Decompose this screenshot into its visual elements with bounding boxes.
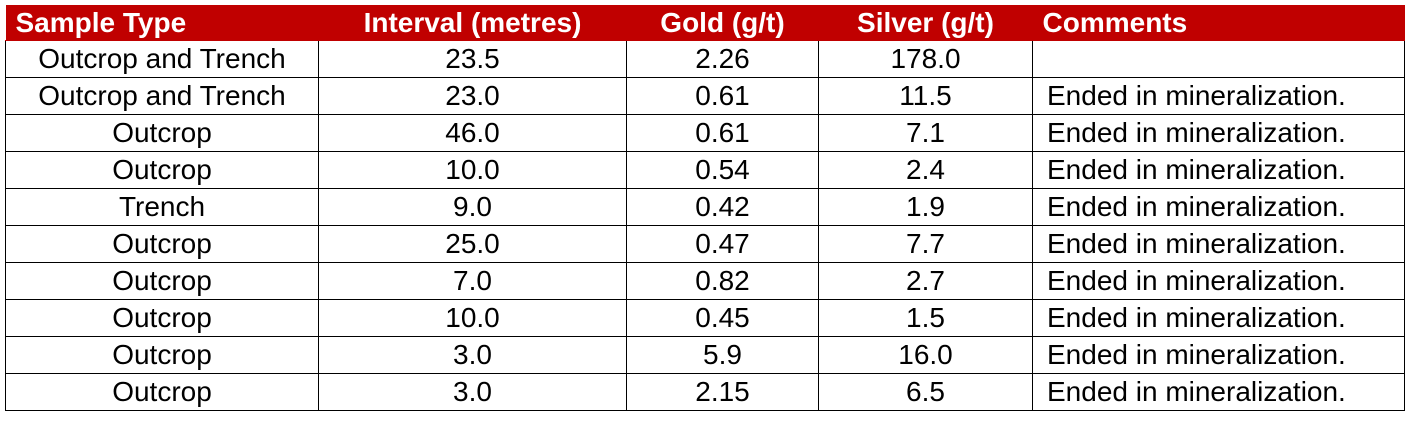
table-row: Outcrop 3.0 2.15 6.5 Ended in mineraliza… [5, 373, 1405, 411]
table-row: Outcrop and Trench 23.0 0.61 11.5 Ended … [5, 77, 1405, 115]
cell-gold: 0.61 [626, 114, 819, 152]
cell-interval: 23.5 [318, 40, 627, 78]
table-row: Outcrop 10.0 0.45 1.5 Ended in mineraliz… [5, 299, 1405, 337]
cell-sample-type: Outcrop [5, 299, 319, 337]
cell-comments: Ended in mineralization. [1032, 225, 1405, 263]
cell-sample-type: Outcrop [5, 262, 319, 300]
cell-sample-type: Trench [5, 188, 319, 226]
cell-silver: 178.0 [818, 40, 1033, 78]
cell-gold: 0.54 [626, 151, 819, 189]
cell-interval: 7.0 [318, 262, 627, 300]
cell-interval: 3.0 [318, 373, 627, 411]
cell-sample-type: Outcrop [5, 225, 319, 263]
cell-comments: Ended in mineralization. [1032, 188, 1405, 226]
cell-silver: 1.5 [818, 299, 1033, 337]
cell-interval: 25.0 [318, 225, 627, 263]
cell-interval: 9.0 [318, 188, 627, 226]
cell-silver: 11.5 [818, 77, 1033, 115]
header-comments: Comments [1032, 5, 1405, 41]
cell-silver: 2.4 [818, 151, 1033, 189]
cell-interval: 46.0 [318, 114, 627, 152]
cell-interval: 10.0 [318, 151, 627, 189]
cell-interval: 3.0 [318, 336, 627, 374]
cell-comments: Ended in mineralization. [1032, 299, 1405, 337]
table-row: Trench 9.0 0.42 1.9 Ended in mineralizat… [5, 188, 1405, 226]
table-row: Outcrop 46.0 0.61 7.1 Ended in mineraliz… [5, 114, 1405, 152]
cell-sample-type: Outcrop [5, 151, 319, 189]
table-row: Outcrop 3.0 5.9 16.0 Ended in mineraliza… [5, 336, 1405, 374]
header-sample-type: Sample Type [5, 5, 319, 41]
cell-sample-type: Outcrop and Trench [5, 40, 319, 78]
cell-gold: 0.45 [626, 299, 819, 337]
cell-sample-type: Outcrop and Trench [5, 77, 319, 115]
cell-comments: Ended in mineralization. [1032, 262, 1405, 300]
table-row: Outcrop 25.0 0.47 7.7 Ended in mineraliz… [5, 225, 1405, 263]
cell-silver: 6.5 [818, 373, 1033, 411]
header-row: Sample Type Interval (metres) Gold (g/t)… [5, 5, 1405, 41]
table-header: Sample Type Interval (metres) Gold (g/t)… [5, 5, 1405, 41]
cell-comments: Ended in mineralization. [1032, 77, 1405, 115]
cell-silver: 1.9 [818, 188, 1033, 226]
assay-results-table: Sample Type Interval (metres) Gold (g/t)… [5, 5, 1405, 411]
cell-gold: 2.15 [626, 373, 819, 411]
cell-gold: 0.42 [626, 188, 819, 226]
cell-silver: 2.7 [818, 262, 1033, 300]
cell-comments: Ended in mineralization. [1032, 336, 1405, 374]
cell-silver: 7.1 [818, 114, 1033, 152]
cell-sample-type: Outcrop [5, 373, 319, 411]
cell-comments: Ended in mineralization. [1032, 114, 1405, 152]
header-interval: Interval (metres) [318, 5, 627, 41]
cell-silver: 16.0 [818, 336, 1033, 374]
header-silver: Silver (g/t) [818, 5, 1033, 41]
cell-comments: Ended in mineralization. [1032, 373, 1405, 411]
cell-silver: 7.7 [818, 225, 1033, 263]
cell-gold: 0.47 [626, 225, 819, 263]
cell-gold: 2.26 [626, 40, 819, 78]
table-body: Outcrop and Trench 23.5 2.26 178.0 Outcr… [5, 40, 1405, 411]
header-gold: Gold (g/t) [626, 5, 819, 41]
cell-sample-type: Outcrop [5, 114, 319, 152]
cell-gold: 0.61 [626, 77, 819, 115]
cell-interval: 10.0 [318, 299, 627, 337]
cell-gold: 0.82 [626, 262, 819, 300]
cell-interval: 23.0 [318, 77, 627, 115]
table-row: Outcrop and Trench 23.5 2.26 178.0 [5, 40, 1405, 78]
cell-sample-type: Outcrop [5, 336, 319, 374]
cell-comments: Ended in mineralization. [1032, 151, 1405, 189]
cell-gold: 5.9 [626, 336, 819, 374]
cell-comments [1032, 40, 1405, 78]
table-row: Outcrop 10.0 0.54 2.4 Ended in mineraliz… [5, 151, 1405, 189]
table-row: Outcrop 7.0 0.82 2.7 Ended in mineraliza… [5, 262, 1405, 300]
